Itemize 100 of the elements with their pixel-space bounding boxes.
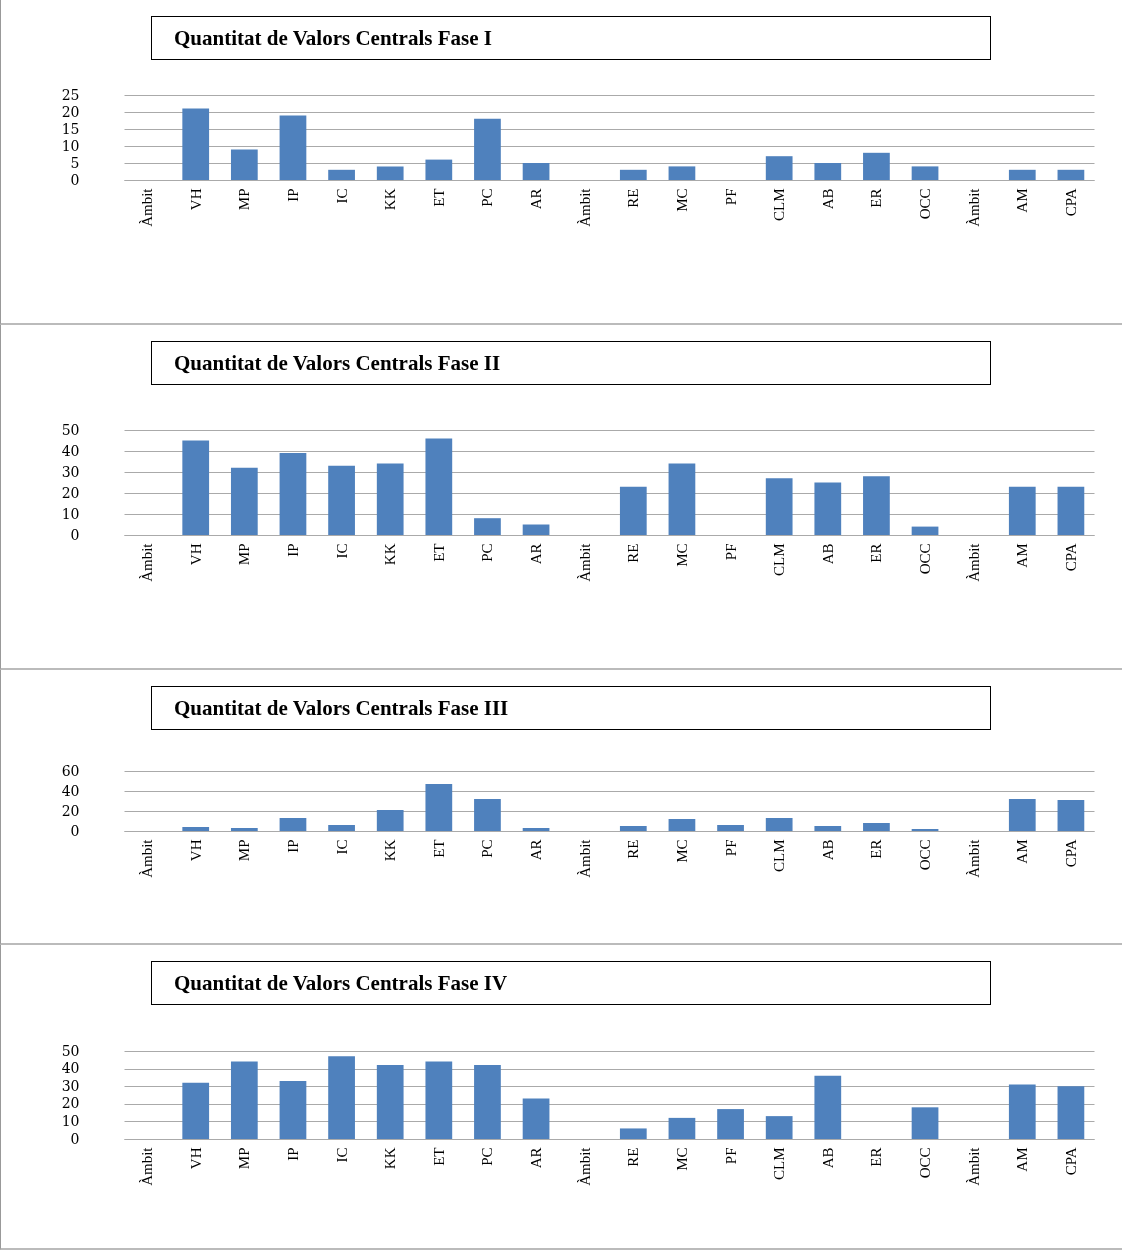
x-tick-label: AB (819, 839, 836, 861)
x-tick-label: AR (528, 1147, 545, 1169)
x-tick-label: Àmbit (139, 1146, 156, 1186)
bar (522, 524, 550, 535)
chart-title: Quantitat de Valors Centrals Fase III (151, 686, 991, 730)
x-tick-label: CPA (1062, 543, 1079, 572)
y-tick-label: 40 (61, 442, 80, 459)
chart-title: Quantitat de Valors Centrals Fase I (151, 16, 991, 60)
x-tick-label: ER (868, 188, 885, 208)
x-tick-label: RE (625, 1147, 642, 1167)
bar (522, 1098, 550, 1139)
y-tick-label: 20 (61, 103, 80, 120)
x-tick-label: MP (236, 188, 253, 211)
x-tick-label: CLM (771, 543, 788, 577)
x-tick-label: AB (819, 188, 836, 210)
y-tick-label: 40 (61, 1060, 80, 1077)
bar (668, 166, 696, 180)
y-tick-label: 30 (61, 463, 80, 480)
x-tick-label: Àmbit (576, 542, 593, 582)
bar (182, 440, 210, 535)
x-tick-label: ER (868, 839, 885, 859)
y-tick-label: 50 (61, 421, 80, 438)
bar (765, 156, 793, 180)
bar (328, 169, 355, 180)
x-tick-label: OCC (917, 1147, 934, 1179)
bar (328, 465, 355, 535)
bar (765, 818, 793, 831)
x-tick-label: CPA (1062, 839, 1079, 868)
bar (230, 467, 258, 535)
x-tick-label: CPA (1062, 1147, 1079, 1176)
x-tick-label: IC (333, 543, 350, 559)
bar (376, 463, 404, 535)
bar (279, 453, 307, 535)
x-tick-label: VH (187, 543, 204, 566)
x-tick-label: ET (430, 839, 447, 858)
y-tick-label: 50 (61, 1042, 80, 1059)
bar (182, 108, 210, 180)
bar (182, 1082, 210, 1139)
bar (474, 799, 501, 831)
x-tick-label: IC (333, 188, 350, 204)
bar (717, 825, 744, 831)
x-tick-label: ER (868, 543, 885, 563)
x-tick-label: AM (1014, 188, 1031, 213)
x-tick-label: IP (284, 543, 301, 557)
bar (1057, 169, 1085, 180)
bar (376, 166, 404, 180)
bar (765, 478, 793, 535)
x-tick-label: Àmbit (965, 542, 982, 582)
y-tick-label: 0 (70, 822, 80, 839)
x-tick-label: OCC (917, 188, 934, 220)
x-tick-label: RE (625, 839, 642, 859)
bar (182, 827, 210, 831)
x-tick-label: KK (382, 1147, 399, 1170)
x-tick-label: AR (528, 188, 545, 210)
x-tick-label: PC (479, 188, 496, 207)
x-tick-label: Àmbit (139, 187, 156, 227)
x-tick-label: Àmbit (965, 187, 982, 227)
x-tick-label: ET (430, 188, 447, 207)
bar (1008, 1084, 1036, 1139)
x-tick-label: AR (528, 839, 545, 861)
bar (911, 1107, 939, 1139)
x-tick-label: ER (868, 1147, 885, 1167)
bar (765, 1116, 793, 1139)
x-tick-label: AB (819, 543, 836, 565)
bar (230, 149, 258, 180)
bar (619, 169, 647, 180)
bar (814, 482, 842, 535)
x-tick-label: KK (382, 543, 399, 566)
bar (1057, 800, 1085, 831)
y-tick-label: 10 (61, 137, 80, 154)
x-tick-label: OCC (917, 543, 934, 575)
bar (1057, 1086, 1085, 1139)
chart-title: Quantitat de Valors Centrals Fase IV (151, 961, 991, 1005)
bar (474, 518, 501, 535)
x-tick-label: MC (673, 543, 690, 567)
x-tick-label: PF (722, 543, 739, 561)
x-tick-label: Àmbit (576, 187, 593, 227)
y-tick-label: 20 (61, 484, 80, 501)
x-tick-label: PF (722, 839, 739, 857)
bar (376, 1065, 404, 1139)
y-tick-label: 0 (70, 171, 80, 188)
x-tick-label: Àmbit (139, 838, 156, 878)
y-tick-label: 40 (61, 782, 80, 799)
x-tick-label: PF (722, 188, 739, 206)
x-tick-label: IC (333, 1147, 350, 1163)
x-tick-label: CLM (771, 188, 788, 222)
bar (1008, 169, 1036, 180)
x-tick-label: Àmbit (576, 838, 593, 878)
x-tick-label: MP (236, 839, 253, 862)
x-tick-label: MC (673, 1147, 690, 1171)
y-tick-label: 10 (61, 1112, 80, 1129)
bar (425, 1061, 453, 1139)
y-tick-label: 15 (61, 120, 80, 137)
bar (474, 1065, 501, 1139)
x-tick-label: IC (333, 839, 350, 855)
bar (279, 818, 307, 831)
x-tick-label: MP (236, 1147, 253, 1170)
x-tick-label: CLM (771, 1147, 788, 1181)
x-tick-label: MP (236, 543, 253, 566)
x-tick-label: Àmbit (139, 542, 156, 582)
